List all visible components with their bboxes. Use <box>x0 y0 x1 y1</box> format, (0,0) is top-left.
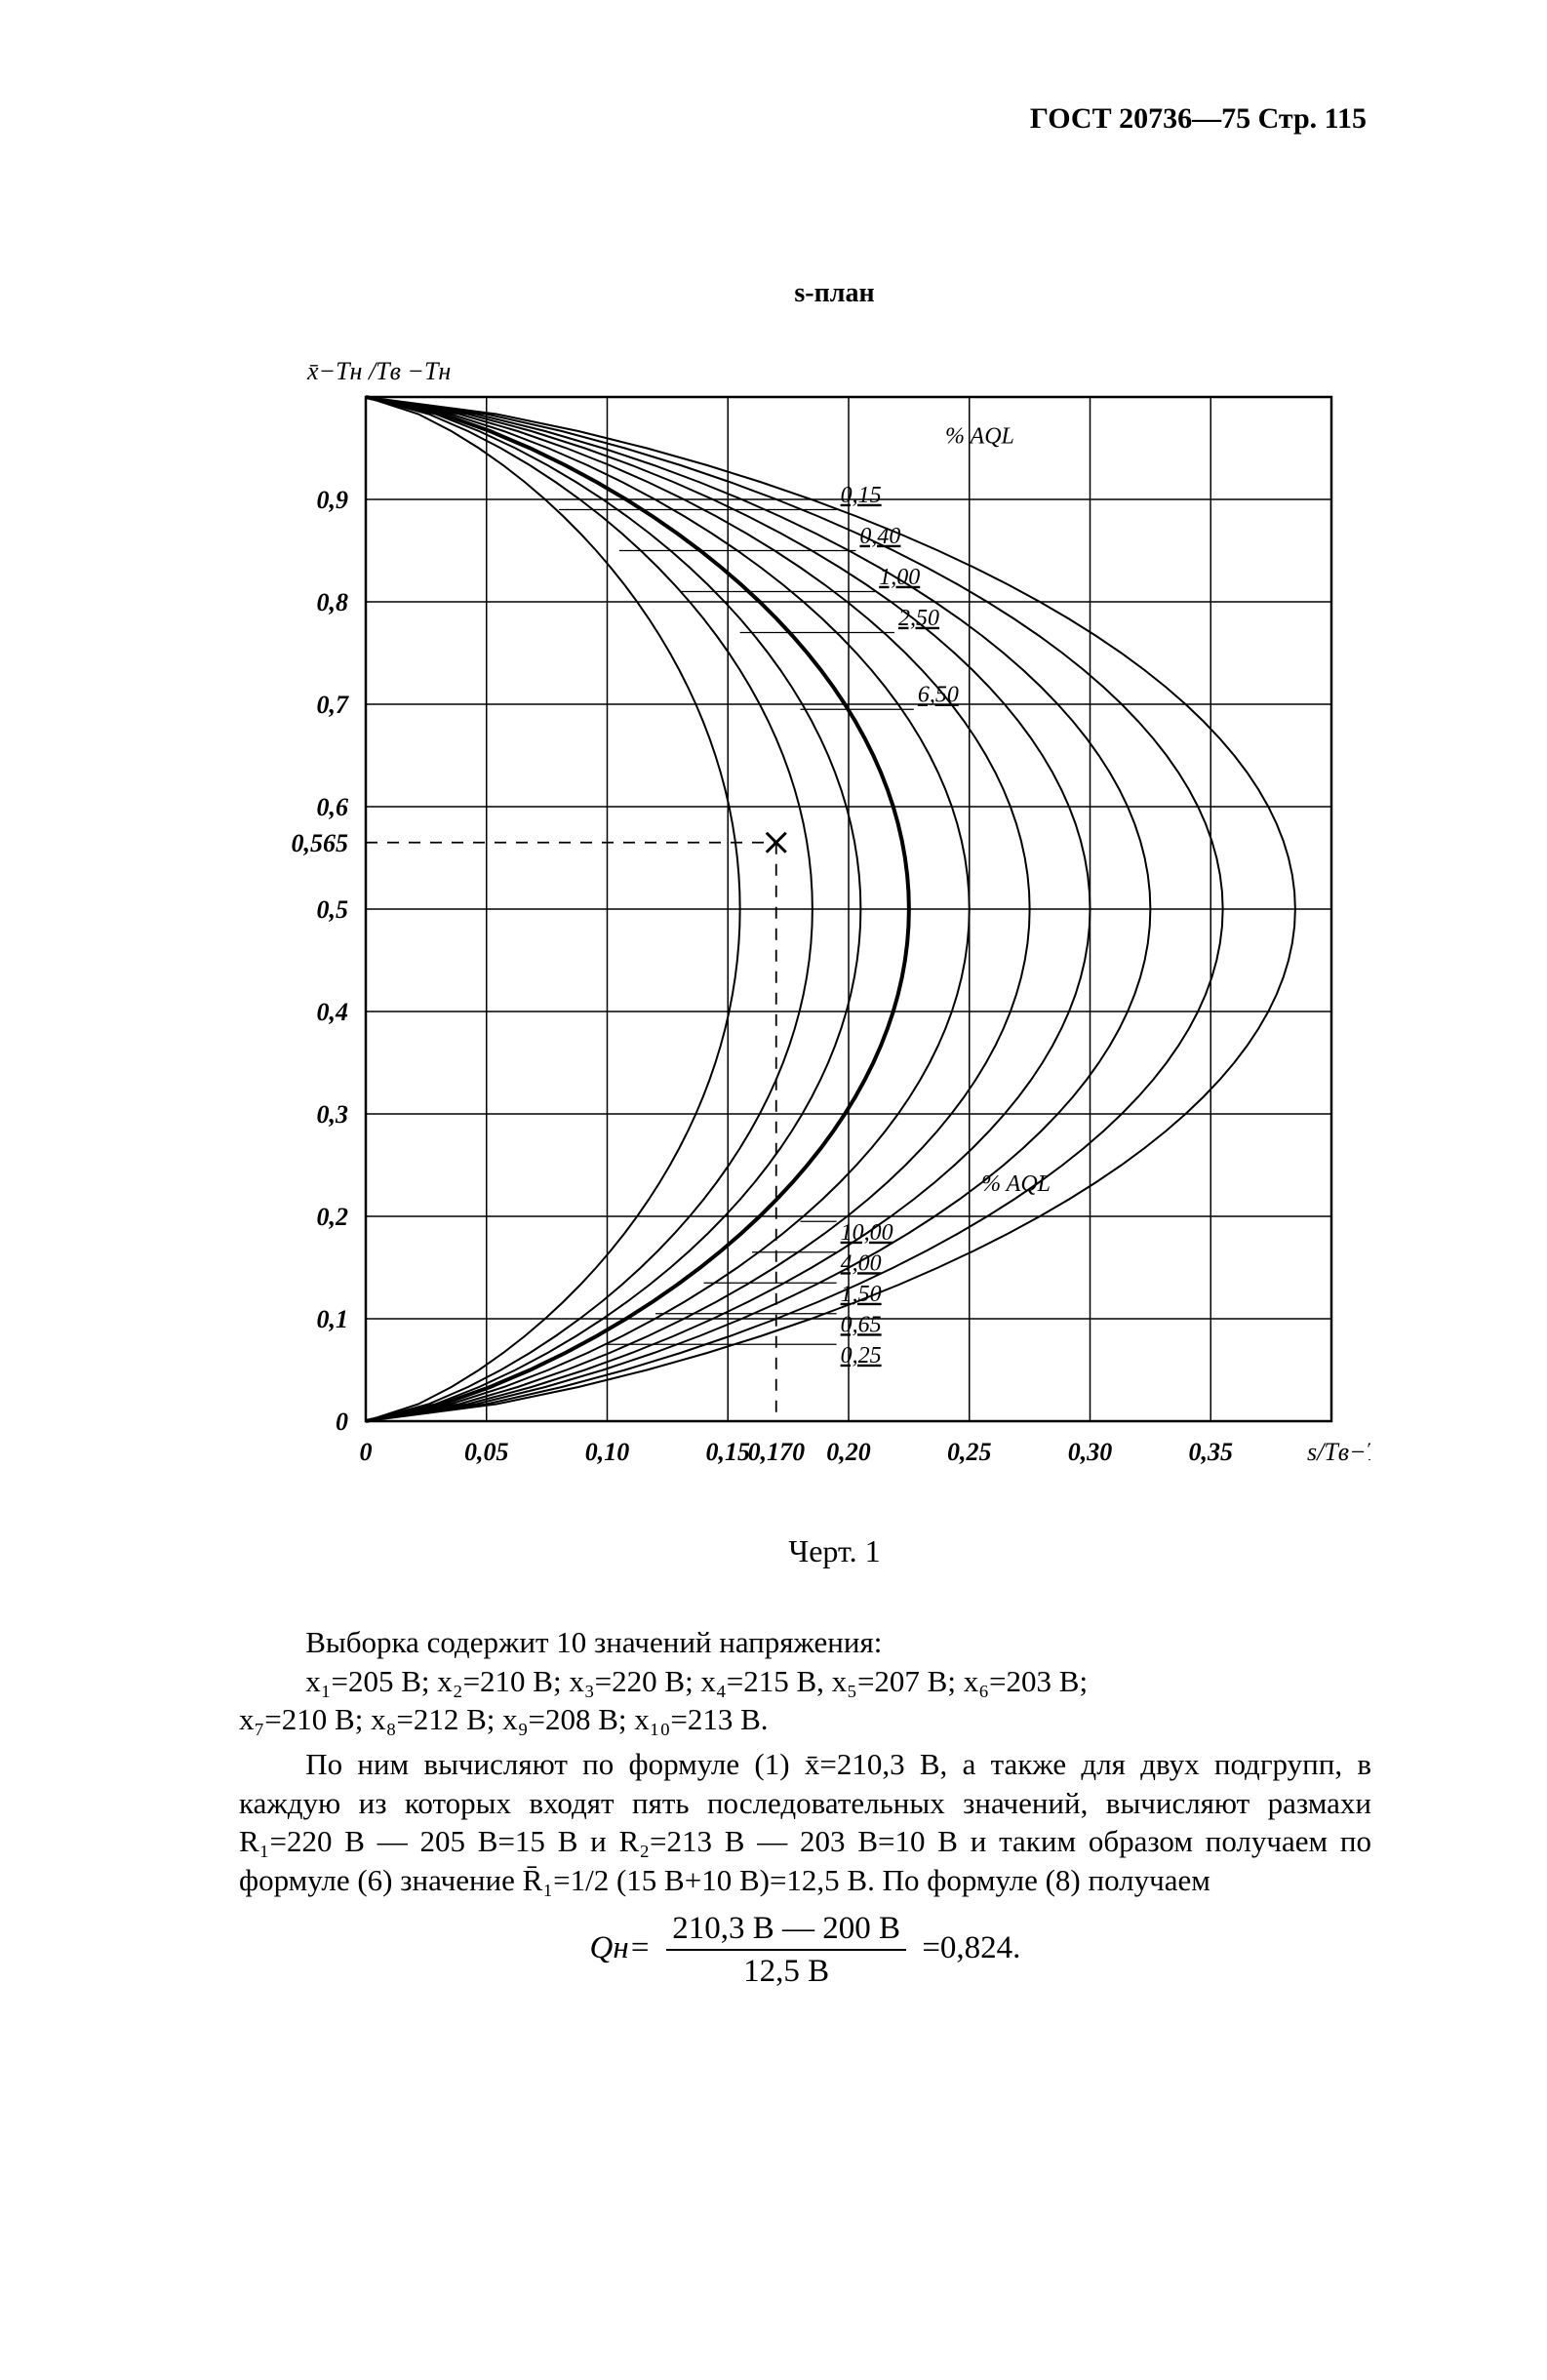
samples-line-2: x₇=210 В; x₈=212 В; x₉=208 В; x₁₀=213 В. <box>239 1700 1371 1739</box>
svg-text:0,6: 0,6 <box>317 793 349 821</box>
svg-text:0,25: 0,25 <box>947 1438 992 1466</box>
page-header: ГОСТ 20736—75 Стр. 115 <box>1030 102 1367 136</box>
svg-text:0,40: 0,40 <box>859 524 900 549</box>
svg-text:0,05: 0,05 <box>464 1438 509 1466</box>
svg-text:0,10: 0,10 <box>585 1438 630 1466</box>
svg-text:1,50: 1,50 <box>841 1282 882 1307</box>
svg-text:0: 0 <box>336 1408 348 1436</box>
svg-text:0,5: 0,5 <box>317 895 349 924</box>
svg-text:% AQL: % AQL <box>945 423 1014 449</box>
svg-text:2,50: 2,50 <box>898 606 939 631</box>
formula-qn: Qн= 210,3 В — 200 В 12,5 В =0,824. <box>239 1908 1371 1992</box>
svg-text:s/Tв−Tн: s/Tв−Tн <box>1307 1438 1370 1466</box>
svg-text:0,7: 0,7 <box>317 691 350 719</box>
svg-text:0,8: 0,8 <box>317 588 349 616</box>
figure-caption: Черт. 1 <box>298 1533 1371 1569</box>
svg-text:0,565: 0,565 <box>292 829 349 857</box>
body-text: Выборка содержит 10 значений напряжения:… <box>239 1623 1371 1992</box>
intro-line: Выборка содержит 10 значений напряжения: <box>239 1623 1371 1662</box>
svg-text:4,00: 4,00 <box>841 1250 882 1276</box>
plan-title: s-план <box>298 278 1371 309</box>
svg-text:0,15: 0,15 <box>706 1438 751 1466</box>
formula-result: =0,824. <box>922 1930 1020 1965</box>
svg-text:0,35: 0,35 <box>1189 1438 1234 1466</box>
svg-text:6,50: 6,50 <box>918 683 959 708</box>
svg-text:0,65: 0,65 <box>841 1312 882 1337</box>
svg-text:1,00: 1,00 <box>879 565 920 590</box>
svg-text:0,20: 0,20 <box>826 1438 871 1466</box>
svg-text:0,1: 0,1 <box>317 1305 349 1333</box>
formula-lhs: Qн= <box>590 1930 651 1965</box>
svg-text:x̄−Tн /Tв −Tн: x̄−Tн /Tв −Tн <box>306 357 451 385</box>
svg-text:0: 0 <box>360 1438 373 1466</box>
svg-text:% AQL: % AQL <box>981 1171 1051 1197</box>
paragraph-2: По ним вычисляют по формуле (1) x̄=210,3… <box>239 1745 1371 1900</box>
svg-text:0,30: 0,30 <box>1068 1438 1113 1466</box>
s-plan-chart: 00,050,100,150,1700,200,250,300,35s/Tв−T… <box>239 338 1371 1514</box>
formula-numerator: 210,3 В — 200 В <box>666 1908 906 1951</box>
samples-line-1: x₁=205 В; x₂=210 В; x₃=220 В; x₄=215 В, … <box>239 1662 1371 1701</box>
formula-denominator: 12,5 В <box>666 1951 906 1992</box>
svg-text:0,4: 0,4 <box>317 998 349 1026</box>
svg-text:0,25: 0,25 <box>841 1343 882 1368</box>
svg-text:0,9: 0,9 <box>317 486 349 514</box>
svg-text:0,3: 0,3 <box>317 1100 349 1129</box>
svg-text:0,2: 0,2 <box>317 1203 349 1231</box>
svg-text:0,15: 0,15 <box>841 483 882 508</box>
svg-text:0,170: 0,170 <box>748 1438 806 1466</box>
svg-text:10,00: 10,00 <box>841 1220 893 1246</box>
